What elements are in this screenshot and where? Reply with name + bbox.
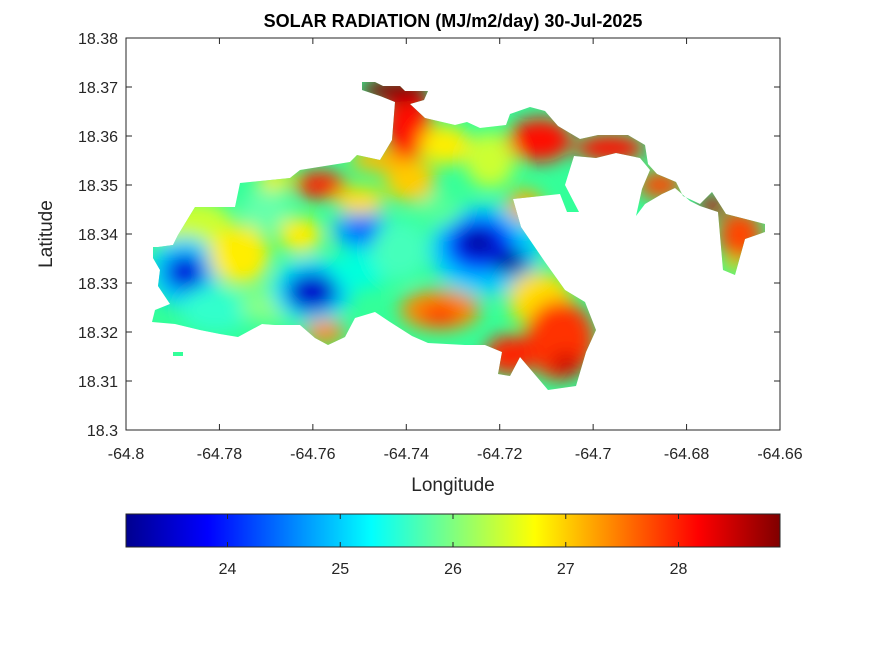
field-blob (240, 190, 290, 230)
y-tick-label: 18.36 (78, 129, 118, 146)
y-tick-label: 18.38 (78, 31, 118, 48)
field-blob (257, 170, 293, 190)
x-tick-label: -64.74 (384, 446, 429, 463)
field-blob (575, 134, 645, 162)
field-blob (360, 82, 430, 102)
field-blob (552, 353, 580, 377)
y-tick-label: 18.33 (78, 276, 118, 293)
field-blob (638, 171, 682, 199)
colorbar-tick-label: 26 (444, 561, 462, 578)
y-axis-label: Latitude (36, 200, 57, 268)
chart-title: SOLAR RADIATION (MJ/m2/day) 30-Jul-2025 (264, 11, 643, 31)
x-tick-label: -64.68 (664, 446, 709, 463)
field-blob (420, 125, 470, 165)
colorbar-ticks: 24 25 26 27 28 (219, 514, 688, 578)
field-blob (278, 217, 322, 253)
field-blob (305, 320, 345, 344)
field-blob (210, 225, 270, 285)
y-tick-label: 18.3 (87, 423, 118, 440)
x-tick-label: -64.72 (477, 446, 522, 463)
field-blob (180, 288, 250, 332)
y-tick-label: 18.32 (78, 325, 118, 342)
field-blob (725, 255, 741, 275)
field-blob (335, 186, 385, 214)
field-blob (465, 132, 515, 188)
colorbar-tick-label: 25 (331, 561, 349, 578)
y-axis-ticks: 18.3 18.31 18.32 18.33 18.34 18.35 18.36 18.37 1… (78, 31, 780, 440)
field-blob (348, 222, 376, 238)
field-blob (718, 210, 762, 260)
x-tick-label: -64.8 (108, 446, 145, 463)
field-blob (508, 118, 572, 162)
x-tick-label: -64.76 (290, 446, 335, 463)
x-tick-label: -64.7 (575, 446, 612, 463)
plot-axes: -64.8 -64.78 -64.76 -64.74 -64.72 -64.7 -64.68… (36, 31, 803, 496)
y-tick-label: 18.34 (78, 227, 118, 244)
x-tick-label: -64.78 (197, 446, 242, 463)
x-axis-label: Longitude (411, 475, 494, 496)
field-blob (460, 230, 496, 256)
y-tick-label: 18.35 (78, 178, 118, 195)
x-axis-ticks: -64.8 -64.78 -64.76 -64.74 -64.72 -64.7 -64.68… (108, 38, 803, 463)
field-blob (507, 190, 543, 220)
colorbar: 24 25 26 27 28 (125, 513, 781, 578)
colorbar-gradient (126, 514, 780, 547)
field-blob (372, 220, 428, 280)
colorbar-tick-label: 28 (670, 561, 688, 578)
colorbar-tick-label: 24 (219, 561, 237, 578)
field-blob (420, 305, 460, 325)
radiation-field (152, 82, 765, 390)
field-blob (294, 171, 346, 199)
colorbar-tick-label: 27 (557, 561, 575, 578)
y-tick-label: 18.37 (78, 80, 118, 97)
field-blob (485, 335, 535, 375)
field-blob (492, 250, 528, 274)
field-blob (698, 195, 726, 215)
y-tick-label: 18.31 (78, 374, 118, 391)
field-blob (165, 254, 205, 290)
field-blob (418, 194, 462, 226)
x-tick-label: -64.66 (757, 446, 802, 463)
field-blob (286, 272, 338, 312)
field-blobs (152, 82, 762, 380)
